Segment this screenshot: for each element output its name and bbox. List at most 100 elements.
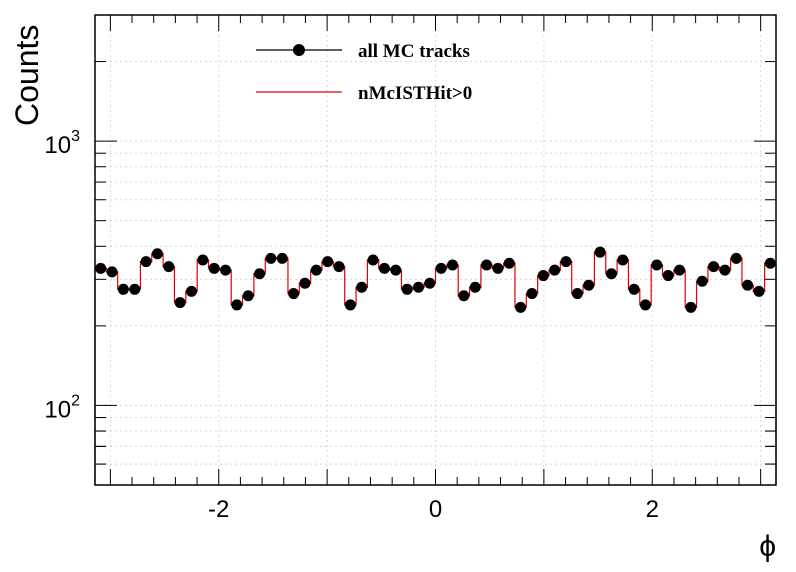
x-tick-label: -2 — [208, 496, 229, 523]
data-point — [730, 252, 742, 264]
data-point — [242, 290, 254, 302]
data-point-marker — [685, 301, 697, 313]
data-point — [287, 288, 300, 300]
data-point — [764, 257, 776, 269]
data-point — [583, 279, 595, 291]
data-point-marker — [424, 277, 436, 289]
data-point — [265, 252, 277, 264]
data-point-marker — [197, 254, 209, 266]
data-point — [276, 252, 288, 264]
data-point — [628, 283, 640, 295]
data-point-marker — [435, 262, 447, 274]
data-point — [219, 264, 232, 276]
data-point-marker — [390, 264, 402, 276]
data-point — [344, 299, 357, 311]
data-point — [537, 270, 549, 282]
data-point-marker — [276, 252, 288, 264]
data-point-marker — [696, 275, 708, 287]
data-point-marker — [322, 256, 334, 268]
y-tick-label: 102 — [44, 392, 80, 423]
legend-label-nmcisthit: nMcISTHit>0 — [358, 83, 472, 104]
data-point-marker — [753, 285, 765, 297]
data-point-marker — [333, 261, 345, 273]
data-point-marker — [583, 279, 595, 291]
data-point — [594, 246, 606, 258]
data-point-marker — [299, 277, 311, 289]
data-point — [412, 281, 425, 293]
data-point-marker — [140, 256, 152, 268]
data-point — [549, 264, 561, 276]
data-point — [435, 262, 447, 274]
data-point — [446, 259, 459, 271]
data-point — [163, 261, 175, 273]
data-point — [310, 264, 322, 276]
data-point-marker — [594, 246, 606, 258]
data-point — [390, 264, 402, 276]
data-point-marker — [310, 264, 322, 276]
data-point-marker — [742, 279, 754, 291]
data-point-marker — [617, 254, 629, 266]
data-point-marker — [469, 281, 481, 293]
data-point-marker — [730, 252, 742, 264]
data-point-marker — [628, 283, 640, 295]
data-point — [458, 290, 470, 302]
data-point — [401, 283, 413, 295]
data-point — [685, 301, 697, 313]
y-tick-label: 103 — [44, 128, 80, 159]
data-point — [424, 277, 436, 289]
data-point-marker — [481, 259, 493, 271]
data-point — [673, 264, 686, 276]
data-point-marker — [378, 262, 390, 274]
data-point — [140, 256, 152, 268]
data-point — [356, 281, 368, 293]
data-point-marker — [117, 283, 129, 295]
data-point — [253, 268, 266, 280]
data-point-marker — [674, 264, 686, 276]
data-point-marker — [492, 262, 504, 274]
data-point — [617, 254, 629, 266]
data-point — [469, 281, 481, 293]
data-point — [571, 288, 584, 300]
data-point-marker — [242, 290, 254, 302]
data-point — [185, 285, 198, 297]
legend-entry-all-mc-tracks: all MC tracks — [256, 41, 470, 62]
data-point-marker — [447, 259, 459, 271]
legend: all MC tracks nMcISTHit>0 — [256, 41, 472, 104]
data-point — [299, 277, 311, 289]
data-point — [639, 299, 652, 311]
tick-labels: -2 0 2 102 103 — [44, 128, 659, 523]
data-point-marker — [185, 285, 197, 297]
data-point — [503, 257, 515, 269]
data-point-marker — [344, 299, 356, 311]
x-tick-label: 2 — [646, 496, 659, 523]
data-point-marker — [208, 262, 220, 274]
data-point — [526, 288, 538, 300]
data-point-marker — [401, 283, 413, 295]
data-point-marker — [662, 270, 674, 282]
data-point-marker — [639, 299, 651, 311]
legend-label-all-mc-tracks: all MC tracks — [358, 41, 470, 62]
data-point-marker — [220, 264, 232, 276]
data-point — [197, 254, 209, 266]
legend-marker-icon — [293, 44, 305, 56]
data-point-marker — [231, 299, 243, 311]
data-point — [231, 299, 243, 311]
data-point-marker — [412, 281, 424, 293]
data-point — [151, 248, 164, 260]
data-point-marker — [95, 262, 107, 274]
data-point-marker — [265, 252, 277, 264]
data-point — [707, 261, 720, 273]
data-point-marker — [571, 288, 583, 300]
data-point-marker — [605, 268, 617, 280]
data-point-marker — [708, 261, 720, 273]
data-point — [322, 256, 334, 268]
data-point — [560, 256, 572, 268]
data-point — [117, 283, 130, 295]
data-point — [719, 264, 731, 276]
data-point — [480, 259, 493, 271]
data-point — [741, 279, 754, 291]
data-point-marker — [129, 283, 141, 295]
data-point-marker — [526, 288, 538, 300]
data-point-marker — [163, 261, 175, 273]
data-point — [662, 270, 674, 282]
